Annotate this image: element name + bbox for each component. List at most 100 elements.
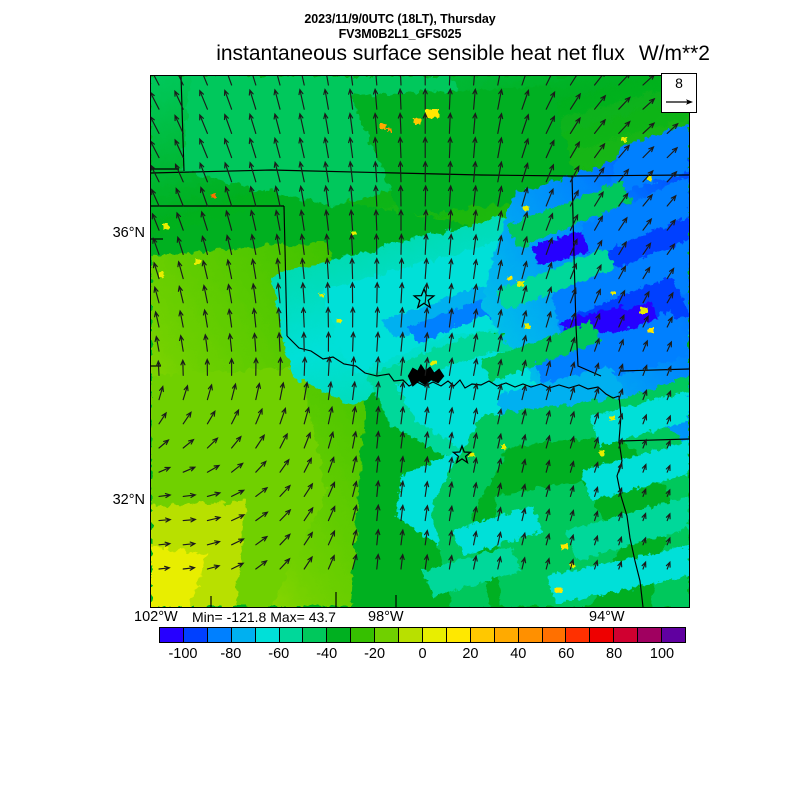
wind-vector	[279, 484, 291, 497]
colorbar-swatch[interactable]	[375, 628, 400, 642]
lat-label-32n: 32°N	[112, 492, 145, 508]
wind-vector	[521, 235, 529, 255]
colorbar-swatch[interactable]	[183, 628, 208, 642]
colorbar-swatch[interactable]	[662, 628, 685, 642]
wind-vector	[642, 242, 652, 255]
wind-vector	[182, 466, 197, 473]
wind-vector	[231, 514, 246, 522]
lon-label-98w: 98°W	[368, 609, 404, 625]
wind-vector	[399, 281, 405, 304]
wind-vector	[182, 438, 195, 449]
colorbar-swatch[interactable]	[351, 628, 376, 642]
wind-vector	[303, 431, 311, 449]
wind-vector	[545, 76, 552, 86]
wind-vector	[375, 479, 381, 497]
wind-vector	[158, 517, 172, 523]
wind-vector	[225, 234, 233, 255]
wind-vector	[666, 218, 676, 231]
wind-vector	[447, 111, 453, 134]
colorbar-swatch[interactable]	[279, 628, 304, 642]
wind-vector	[351, 405, 358, 425]
wind-vector	[152, 261, 160, 280]
wind-vector	[323, 88, 329, 110]
wind-vector	[497, 136, 504, 159]
wind-vector	[497, 209, 504, 231]
wind-vector	[594, 411, 600, 425]
wind-vector	[373, 208, 379, 231]
colorbar-swatch[interactable]	[207, 628, 232, 642]
wind-vector	[642, 217, 653, 231]
wind-vector	[373, 184, 379, 207]
colorbar-swatch[interactable]	[231, 628, 256, 642]
wind-vector	[399, 356, 405, 376]
map-plot-area[interactable]	[150, 75, 690, 608]
colorbar[interactable]	[159, 627, 686, 643]
wind-vector	[521, 383, 527, 401]
wind-vector	[397, 111, 403, 134]
colorbar-swatch[interactable]	[542, 628, 567, 642]
wind-vector	[473, 382, 479, 401]
colorbar-swatches[interactable]	[159, 627, 686, 643]
wind-vector	[594, 337, 600, 352]
wind-vector	[423, 257, 429, 280]
wind-vector	[545, 163, 555, 183]
colorbar-swatch[interactable]	[518, 628, 543, 642]
wind-vector	[251, 307, 257, 328]
wind-vector	[176, 235, 184, 255]
wind-vector	[545, 483, 551, 497]
wind-vector	[299, 208, 305, 231]
wind-vector	[569, 385, 576, 401]
wind-vector	[569, 189, 579, 207]
colorbar-swatch[interactable]	[494, 628, 519, 642]
wind-vector	[300, 281, 306, 304]
wind-vector	[301, 76, 305, 86]
wind-vector	[273, 88, 281, 110]
colorbar-swatch[interactable]	[566, 628, 591, 642]
wind-vector	[201, 235, 208, 255]
lon-label-94w: 94°W	[589, 609, 625, 625]
colorbar-swatch[interactable]	[399, 628, 423, 642]
wind-vector	[327, 456, 335, 473]
wind-vector	[424, 529, 430, 546]
wind-vector	[665, 560, 671, 570]
wind-vector	[642, 388, 648, 401]
wind-vector	[642, 438, 647, 449]
colorbar-tick-label: 80	[606, 646, 623, 662]
wind-vector	[373, 160, 379, 183]
colorbar-tick-label: 20	[462, 646, 479, 662]
wind-vector	[206, 564, 221, 570]
wind-vector	[324, 233, 330, 255]
colorbar-swatch[interactable]	[327, 628, 352, 642]
wind-vector	[472, 481, 478, 497]
colorbar-swatch[interactable]	[160, 628, 184, 642]
wind-vector	[350, 330, 356, 352]
colorbar-swatch[interactable]	[470, 628, 495, 642]
wind-vector	[424, 381, 430, 401]
wind-vector	[473, 407, 479, 425]
wind-vector	[448, 356, 454, 376]
page-title: instantaneous surface sensible heat net …	[216, 42, 625, 65]
colorbar-swatch[interactable]	[638, 628, 663, 642]
wind-vector	[618, 289, 626, 304]
wind-vector	[424, 331, 430, 352]
wind-vector	[202, 308, 208, 328]
colorbar-swatch[interactable]	[422, 628, 447, 642]
wind-vector	[497, 112, 504, 134]
wind-vector	[151, 212, 160, 231]
wind-vector	[473, 357, 479, 376]
colorbar-swatch[interactable]	[303, 628, 328, 642]
colorbar-swatch[interactable]	[446, 628, 471, 642]
colorbar-swatch[interactable]	[255, 628, 280, 642]
wind-vector	[545, 310, 552, 328]
wind-vector	[642, 97, 656, 110]
wind-vector	[274, 185, 281, 207]
wind-vector	[224, 161, 233, 183]
wind-vector	[472, 160, 478, 183]
wind-vector	[594, 166, 605, 183]
wind-vector	[275, 257, 281, 280]
wind-vector	[350, 355, 357, 376]
colorbar-swatch[interactable]	[614, 628, 639, 642]
colorbar-swatch[interactable]	[590, 628, 615, 642]
wind-vector	[155, 359, 162, 376]
